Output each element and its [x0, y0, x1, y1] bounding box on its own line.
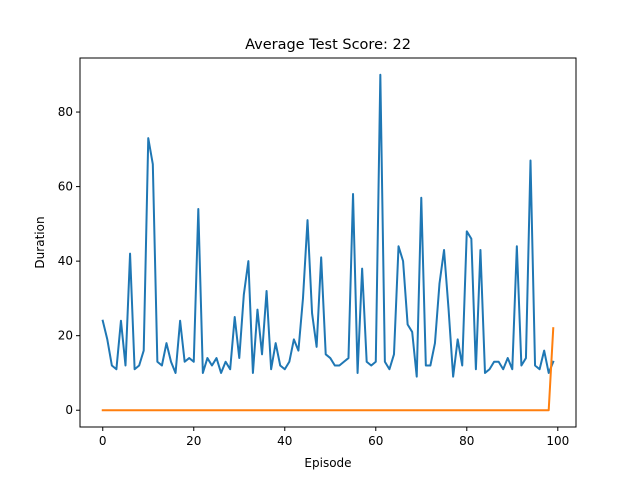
y-tick-label: 60: [58, 180, 73, 194]
x-tick-label: 60: [368, 434, 383, 448]
series-line-1: [101, 73, 555, 378]
x-tick-label: 40: [277, 434, 292, 448]
y-tick-label: 80: [58, 105, 73, 119]
y-tick-label: 20: [58, 329, 73, 343]
x-axis-label: Episode: [304, 456, 351, 470]
y-axis-label: Duration: [33, 216, 47, 268]
x-tick-label: 80: [459, 434, 474, 448]
y-axis-ticks: 0 20 40 60 80: [58, 105, 80, 417]
x-axis-ticks: 0 20 40 60 80 100: [99, 427, 569, 448]
series-layer: [101, 73, 555, 412]
y-tick-label: 40: [58, 254, 73, 268]
chart-title: Average Test Score: 22: [245, 37, 411, 53]
series-line-2: [101, 327, 555, 412]
y-tick-label: 0: [65, 403, 73, 417]
x-tick-label: 0: [99, 434, 107, 448]
x-tick-label: 100: [546, 434, 569, 448]
x-tick-label: 20: [186, 434, 201, 448]
plot-frame: [79, 57, 577, 428]
